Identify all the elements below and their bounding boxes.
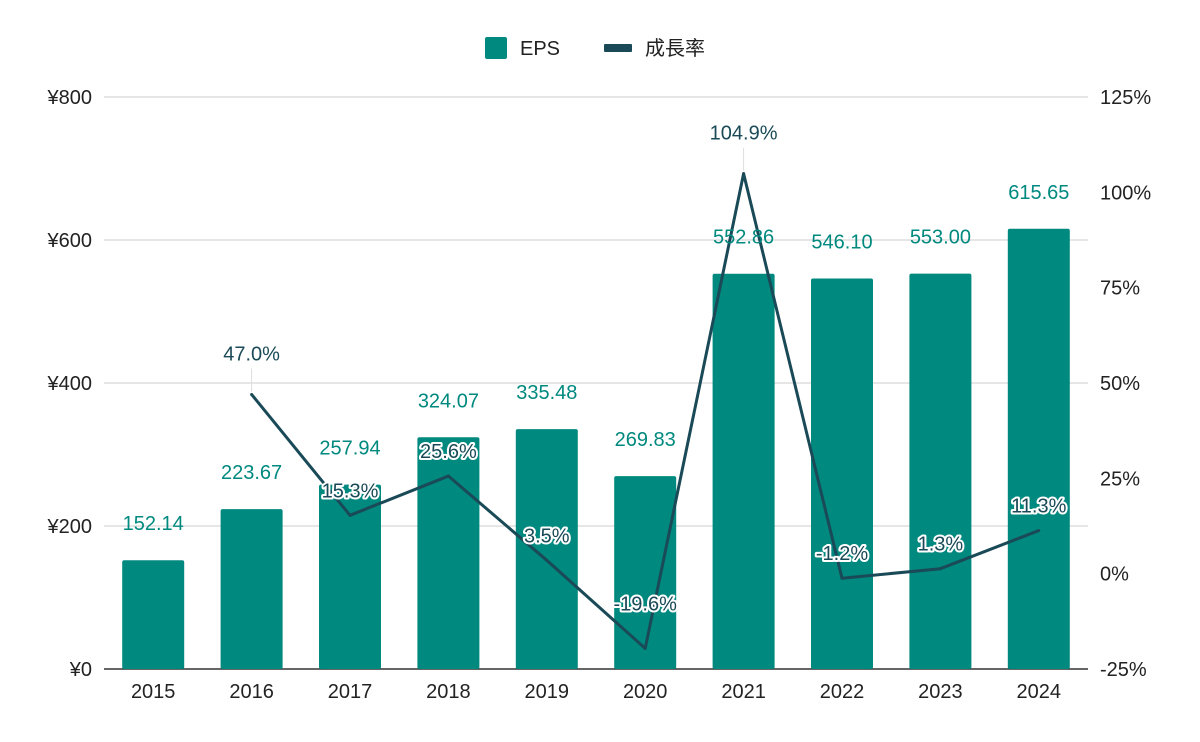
eps-bar-label: 335.48	[516, 382, 577, 404]
growth-point	[840, 576, 844, 580]
legend-growth-label: 成長率	[645, 37, 705, 60]
eps-bar	[122, 560, 185, 669]
growth-point-label: -19.6%	[614, 593, 678, 615]
y-right-tick-label: 100%	[1100, 182, 1151, 204]
y-left-tick-label: ¥800	[47, 87, 93, 109]
y-left-tick-label: ¥400	[47, 373, 93, 395]
eps-bar	[614, 476, 677, 669]
growth-point-label: 3.5%	[524, 525, 570, 547]
eps-bar-label: 257.94	[319, 438, 380, 460]
growth-point-label: 15.3%	[322, 480, 379, 502]
eps-bar	[417, 437, 480, 669]
eps-bar-label: 546.10	[811, 232, 872, 254]
axis-labels: ¥0 ¥200 ¥400 ¥600 ¥800 -25% 0% 25% 50% 75% 100% 125…	[47, 87, 1152, 703]
eps-bar-label: 553.00	[910, 227, 971, 249]
eps-bar-label: 223.67	[221, 462, 282, 484]
growth-point	[250, 392, 254, 396]
eps-bar	[811, 278, 873, 669]
growth-point	[446, 474, 450, 478]
growth-point-label: 11.3%	[1011, 496, 1066, 518]
eps-bars	[122, 228, 1070, 670]
growth-point	[938, 567, 942, 571]
y-right-tick-label: 25%	[1100, 468, 1140, 490]
growth-point-label: 104.9%	[710, 123, 778, 145]
x-tick-label: 2016	[229, 681, 274, 703]
eps-bar	[515, 429, 578, 669]
legend-eps-swatch	[485, 37, 507, 59]
eps-bar	[909, 273, 972, 669]
growth-point	[643, 646, 647, 650]
eps-bar-label: 152.14	[123, 513, 184, 535]
eps-bar	[1007, 228, 1070, 670]
y-right-tick-label: 0%	[1100, 564, 1129, 586]
x-tick-label: 2017	[328, 681, 373, 703]
eps-bar-label: 269.83	[615, 429, 676, 451]
growth-point-label: -1.2%	[816, 543, 868, 565]
growth-point	[742, 172, 746, 176]
eps-bar-label: 615.65	[1008, 182, 1069, 204]
eps-bar	[712, 273, 775, 669]
x-tick-label: 2022	[820, 681, 865, 703]
y-right-tick-label: 75%	[1100, 278, 1140, 300]
growth-line	[250, 172, 1041, 650]
data-labels: 152.14 223.67 257.94 324.07 335.48 269.83 552.…	[123, 121, 1070, 618]
legend-growth-swatch	[604, 44, 632, 52]
eps-bar-label: 552.86	[713, 227, 774, 249]
x-tick-label: 2019	[525, 681, 570, 703]
x-tick-label: 2023	[918, 681, 963, 703]
x-tick-label: 2020	[623, 681, 668, 703]
y-left-tick-label: ¥0	[69, 659, 92, 681]
eps-bar	[319, 484, 381, 669]
x-tick-label: 2024	[1017, 681, 1062, 703]
growth-point-label: 47.0%	[223, 343, 280, 365]
x-tick-label: 2018	[426, 681, 471, 703]
eps-bar-label: 324.07	[418, 390, 479, 412]
growth-point	[545, 558, 549, 562]
legend: EPS 成長率	[485, 37, 705, 60]
legend-eps-label: EPS	[520, 38, 560, 60]
y-right-tick-label: 125%	[1100, 87, 1151, 109]
y-right-tick-label: -25%	[1100, 659, 1147, 681]
x-tick-label: 2021	[721, 681, 766, 703]
growth-point-label: 25.6%	[420, 441, 477, 463]
growth-point	[348, 513, 352, 517]
y-left-tick-label: ¥600	[47, 230, 93, 252]
eps-bar	[220, 509, 283, 669]
growth-point	[1037, 529, 1041, 533]
x-tick-label: 2015	[131, 681, 176, 703]
growth-point-label: 1.3%	[918, 534, 964, 556]
y-right-tick-label: 50%	[1100, 373, 1140, 395]
y-left-tick-label: ¥200	[47, 516, 93, 538]
